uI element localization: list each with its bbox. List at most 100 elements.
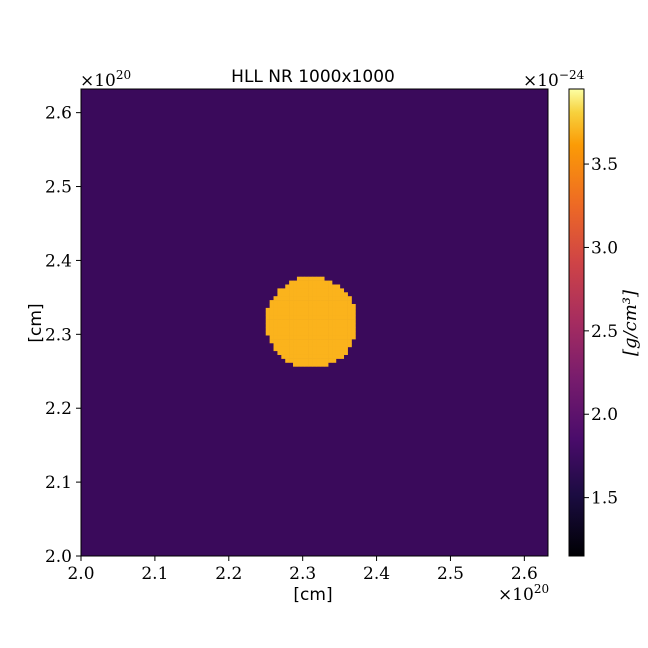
plot-area <box>80 88 549 557</box>
blob-cell <box>304 311 309 316</box>
blob-cell <box>296 284 302 289</box>
blob-cell <box>324 284 329 289</box>
blob-cell <box>335 339 341 344</box>
blob-cell <box>304 354 309 359</box>
blob-cell <box>316 303 321 309</box>
blob-cell <box>351 335 356 340</box>
blob-cell <box>335 335 341 340</box>
blob-cell <box>351 315 356 320</box>
blob-cell <box>281 327 286 332</box>
blob-cell <box>347 315 352 320</box>
blob-cell <box>265 307 270 313</box>
blob-cell <box>304 327 309 332</box>
colorbar-tick-label: 2.0 <box>591 405 618 425</box>
blob-cell <box>328 339 333 344</box>
blob-cell <box>300 300 306 305</box>
blob-cell <box>343 346 348 352</box>
blob-cell <box>332 292 337 297</box>
blob-cell <box>312 315 317 320</box>
blob-cell <box>335 327 341 332</box>
blob-cell <box>308 315 313 320</box>
blob-cell <box>300 350 306 355</box>
blob-cell <box>281 346 286 352</box>
blob-cell <box>289 319 294 324</box>
blob-cell <box>308 323 313 328</box>
blob-cell <box>324 339 329 344</box>
blob-cell <box>324 311 329 316</box>
blob-cell <box>277 311 282 316</box>
blob-cell <box>347 323 352 328</box>
blob-cell <box>285 350 290 355</box>
blob-cell <box>320 284 325 289</box>
blob-cell <box>300 276 306 281</box>
blob-cell <box>332 284 337 289</box>
blob-cell <box>320 358 325 363</box>
blob-cell <box>304 323 309 328</box>
blob-cell <box>312 339 317 344</box>
blob-cell <box>277 323 282 328</box>
y-tick-label: 2.6 <box>45 104 72 124</box>
blob-cell <box>316 288 321 293</box>
blob-cell <box>269 300 274 305</box>
blob-cell <box>347 335 352 340</box>
blob-cell <box>347 300 352 305</box>
blob-cell <box>324 331 329 336</box>
blob-cell <box>332 296 337 301</box>
blob-cell <box>339 339 345 344</box>
blob-cell <box>281 354 286 359</box>
blob-cell <box>312 358 317 363</box>
blob-cell <box>328 300 333 305</box>
blob-cell <box>293 339 298 344</box>
blob-cell <box>296 346 302 352</box>
blob-cell <box>293 350 298 355</box>
blob-cell <box>339 303 345 309</box>
blob-cell <box>300 354 306 359</box>
blob-cell <box>308 362 313 367</box>
blob-cell <box>304 331 309 336</box>
blob-cell <box>339 350 345 355</box>
blob-cell <box>300 346 306 352</box>
plot-frame <box>80 88 549 557</box>
blob-cell <box>293 362 298 367</box>
blob-cell <box>293 331 298 336</box>
blob-cell <box>300 288 306 293</box>
blob-cell <box>289 303 294 309</box>
blob-cell <box>273 303 278 309</box>
colorbar: 1.5 2.0 2.5 3.0 3.5 ×10−24 [g/cm³] <box>523 68 641 557</box>
blob-cell <box>285 319 290 324</box>
blob-cell <box>308 350 313 355</box>
blob-cell <box>300 342 306 348</box>
blob-cell <box>324 307 329 313</box>
blob-cell <box>335 315 341 320</box>
blob-cell <box>296 327 302 332</box>
blob-cell <box>316 284 321 289</box>
blob-cell <box>300 327 306 332</box>
blob-cell <box>308 319 313 324</box>
blob-cell <box>335 284 341 289</box>
blob-cell <box>328 335 333 340</box>
blob-cell <box>285 284 290 289</box>
blob-cell <box>285 354 290 359</box>
blob-cell <box>351 311 356 316</box>
blob-cell <box>293 284 298 289</box>
blob-cell <box>312 342 317 348</box>
x-tick-label: 2.3 <box>289 564 316 584</box>
blob-cell <box>320 276 325 281</box>
blob-cell <box>300 296 306 301</box>
blob-cell <box>335 350 341 355</box>
blob-cell <box>293 342 298 348</box>
blob-cell <box>339 300 345 305</box>
blob-cell <box>324 288 329 293</box>
blob-cell <box>308 331 313 336</box>
blob-cell <box>308 303 313 309</box>
blob-cell <box>281 292 286 297</box>
blob-cell <box>281 303 286 309</box>
blob-cell <box>328 342 333 348</box>
x-axis-multiplier: ×1020 <box>498 582 549 605</box>
blob-cell <box>281 288 286 293</box>
blob-cell <box>328 354 333 359</box>
blob-cell <box>332 339 337 344</box>
blob-cell <box>281 323 286 328</box>
blob-cell <box>335 319 341 324</box>
blob-cell <box>289 350 294 355</box>
